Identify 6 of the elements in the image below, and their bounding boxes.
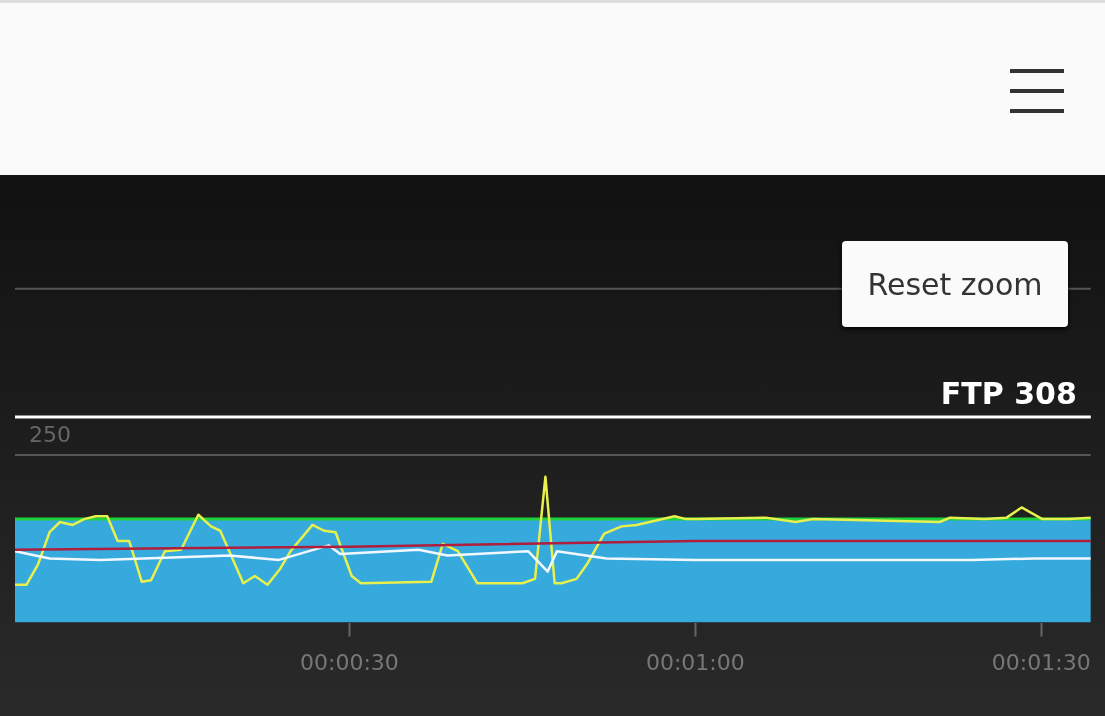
text: Reset zoom bbox=[842, 241, 1068, 327]
x-tick-label: 00:01:00 bbox=[645, 649, 745, 675]
x-tick-label: 00:01:30 bbox=[991, 649, 1091, 675]
annotation: 250 bbox=[29, 421, 71, 447]
x-tick-label: 00:00:30 bbox=[299, 649, 399, 675]
ref-line-label: FTP 308 bbox=[940, 375, 1077, 411]
